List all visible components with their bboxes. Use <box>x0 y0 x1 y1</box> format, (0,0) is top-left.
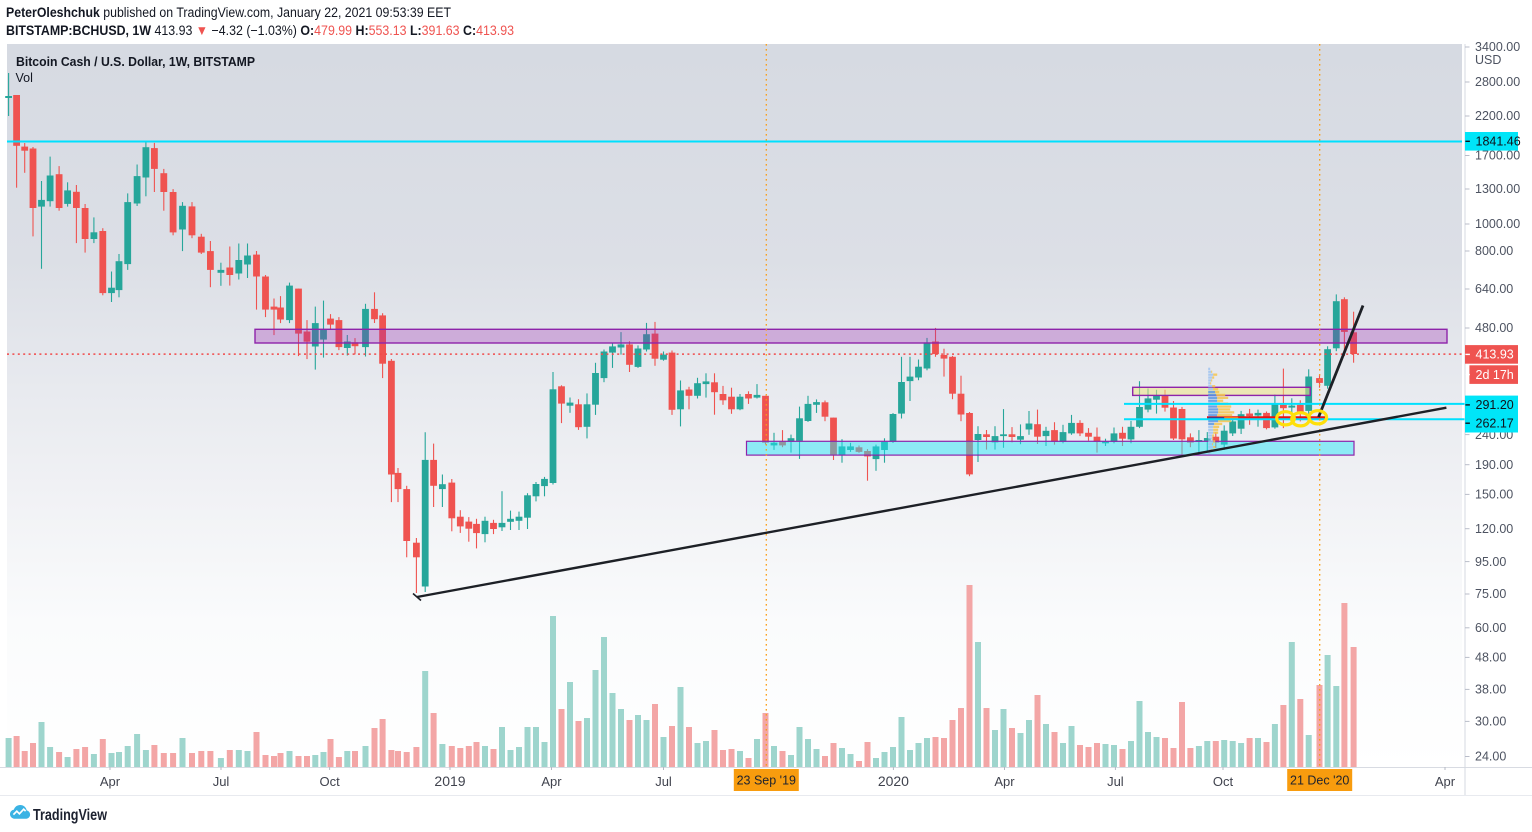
svg-text:480.00: 480.00 <box>1475 321 1513 335</box>
svg-text:38.00: 38.00 <box>1475 683 1506 697</box>
svg-text:291.20: 291.20 <box>1476 398 1514 412</box>
svg-text:800.00: 800.00 <box>1475 244 1513 258</box>
svg-text:3400.00: 3400.00 <box>1475 40 1520 54</box>
svg-text:2800.00: 2800.00 <box>1475 75 1520 89</box>
svg-text:48.00: 48.00 <box>1475 651 1506 665</box>
svg-text:75.00: 75.00 <box>1475 587 1506 601</box>
svg-text:Jul: Jul <box>655 774 672 789</box>
svg-text:Jul: Jul <box>1107 774 1124 789</box>
svg-text:USD: USD <box>1475 53 1501 67</box>
svg-text:Apr: Apr <box>541 774 562 789</box>
svg-text:262.17: 262.17 <box>1476 417 1514 431</box>
svg-text:Apr: Apr <box>994 774 1015 789</box>
svg-text:Apr: Apr <box>100 774 121 789</box>
svg-text:2200.00: 2200.00 <box>1475 109 1520 123</box>
svg-text:413.93: 413.93 <box>1476 348 1514 362</box>
svg-text:24.00: 24.00 <box>1475 750 1506 764</box>
svg-text:TradingView: TradingView <box>33 807 108 824</box>
svg-text:150.00: 150.00 <box>1475 488 1513 502</box>
svg-text:30.00: 30.00 <box>1475 715 1506 729</box>
svg-text:Vol: Vol <box>16 71 33 85</box>
svg-text:PeterOleshchuk published on Tr: PeterOleshchuk published on TradingView.… <box>6 5 451 20</box>
svg-text:1000.00: 1000.00 <box>1475 217 1520 231</box>
svg-text:2d 17h: 2d 17h <box>1476 368 1514 382</box>
svg-text:23 Sep '19: 23 Sep '19 <box>737 774 796 788</box>
svg-text:Oct: Oct <box>1213 774 1234 789</box>
svg-text:640.00: 640.00 <box>1475 282 1513 296</box>
svg-text:1841.46: 1841.46 <box>1476 135 1521 149</box>
svg-text:60.00: 60.00 <box>1475 621 1506 635</box>
svg-text:Bitcoin Cash / U.S. Dollar, 1W: Bitcoin Cash / U.S. Dollar, 1W, BITSTAMP <box>16 55 255 69</box>
svg-text:95.00: 95.00 <box>1475 555 1506 569</box>
svg-text:1300.00: 1300.00 <box>1475 182 1520 196</box>
svg-text:2020: 2020 <box>878 773 909 789</box>
svg-text:BITSTAMP:BCHUSD, 1W 413.93 ▼: BITSTAMP:BCHUSD, 1W 413.93 ▼ −4.32 (−1.0… <box>6 23 514 38</box>
svg-text:Jul: Jul <box>213 774 230 789</box>
svg-text:1700.00: 1700.00 <box>1475 149 1520 163</box>
svg-text:Oct: Oct <box>319 774 340 789</box>
svg-text:21 Dec '20: 21 Dec '20 <box>1290 774 1349 788</box>
svg-text:Apr: Apr <box>1435 774 1456 789</box>
svg-text:190.00: 190.00 <box>1475 458 1513 472</box>
svg-text:120.00: 120.00 <box>1475 522 1513 536</box>
svg-text:2019: 2019 <box>434 773 465 789</box>
